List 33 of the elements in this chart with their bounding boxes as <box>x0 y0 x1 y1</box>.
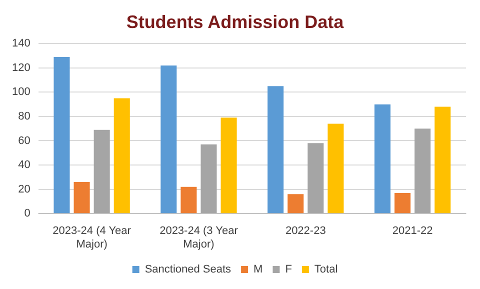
bar <box>200 144 217 214</box>
y-tick-label: 60 <box>18 134 30 147</box>
y-tick-label: 140 <box>12 38 30 50</box>
x-tick-label: 2021-22 <box>392 225 433 238</box>
y-tick-label: 40 <box>18 159 30 172</box>
x-tick-label: 2023-24 (3 Year Major) <box>160 225 238 250</box>
y-tick-label: 100 <box>12 86 30 98</box>
legend-label: F <box>285 264 292 276</box>
y-tick-label: 80 <box>18 110 30 122</box>
legend-label: Total <box>314 264 338 276</box>
legend-label: Sanctioned Seats <box>144 264 232 276</box>
bar <box>394 192 411 214</box>
bar <box>288 194 304 214</box>
bar <box>434 106 451 214</box>
bar <box>74 182 90 214</box>
x-tick-label: 2022-23 <box>285 225 326 238</box>
bar <box>374 104 390 214</box>
bar <box>328 124 344 214</box>
bar <box>180 186 197 214</box>
y-tick-label: 0 <box>24 208 30 220</box>
bar <box>114 98 130 214</box>
y-tick-label: 120 <box>12 62 30 74</box>
chart-title: Students Admission Data <box>126 12 345 32</box>
bar <box>160 65 177 214</box>
bar <box>54 56 70 214</box>
x-tick-label: 2023-24 (4 Year Major) <box>52 225 132 250</box>
bar <box>308 143 324 214</box>
y-tick-label: 20 <box>18 183 30 196</box>
bar <box>94 130 110 214</box>
bar <box>414 128 431 214</box>
bar <box>220 118 237 214</box>
bar <box>268 86 284 214</box>
legend-label: M <box>254 264 263 276</box>
